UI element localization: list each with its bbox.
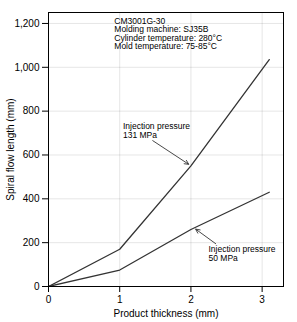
svg-text:Injection pressure50 MPa: Injection pressure50 MPa [208, 244, 275, 263]
svg-text:200: 200 [23, 237, 40, 248]
svg-text:1,200: 1,200 [14, 18, 39, 29]
svg-text:0: 0 [46, 294, 52, 305]
svg-text:3: 3 [259, 294, 265, 305]
svg-text:Product thickness (mm): Product thickness (mm) [113, 308, 218, 319]
svg-text:600: 600 [23, 149, 40, 160]
svg-text:Injection pressure131 MPa: Injection pressure131 MPa [123, 121, 190, 140]
svg-text:800: 800 [23, 105, 40, 116]
svg-text:Spiral flow length (mm): Spiral flow length (mm) [5, 98, 16, 200]
svg-text:2: 2 [188, 294, 194, 305]
svg-text:1,000: 1,000 [14, 62, 39, 73]
svg-text:1: 1 [117, 294, 123, 305]
svg-text:CM3001G-30Molding machine: SJ3: CM3001G-30Molding machine: SJ35BCylinder… [114, 16, 222, 52]
svg-text:400: 400 [23, 193, 40, 204]
svg-text:0: 0 [34, 281, 40, 292]
